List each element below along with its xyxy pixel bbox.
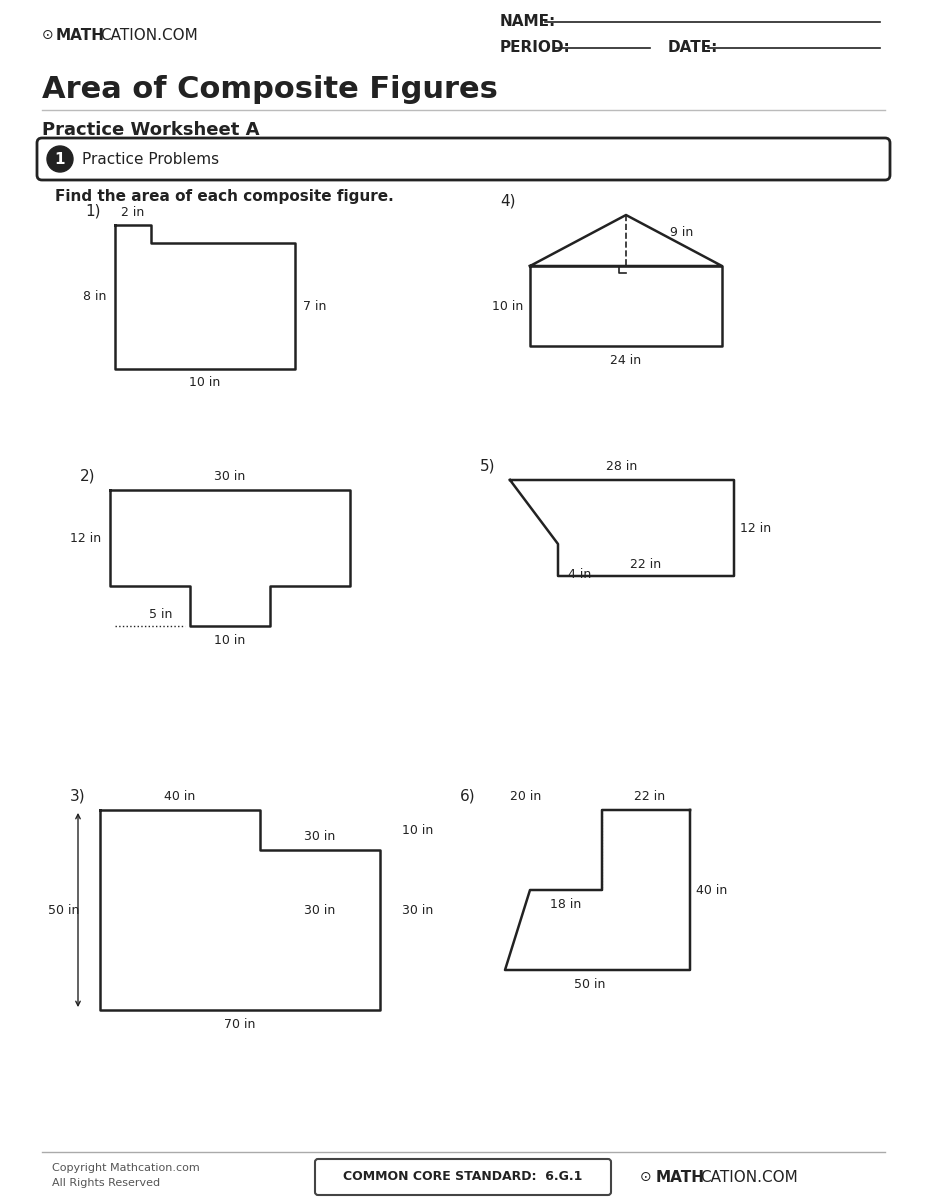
Text: 50 in: 50 in bbox=[575, 978, 605, 990]
Text: CATION.COM: CATION.COM bbox=[700, 1170, 798, 1184]
Text: DATE:: DATE: bbox=[668, 41, 718, 55]
Text: 20 in: 20 in bbox=[511, 791, 541, 804]
Text: 50 in: 50 in bbox=[48, 904, 80, 917]
Text: 30 in: 30 in bbox=[214, 470, 246, 484]
Text: COMMON CORE STANDARD:  6.G.1: COMMON CORE STANDARD: 6.G.1 bbox=[343, 1170, 583, 1183]
Text: 24 in: 24 in bbox=[611, 354, 641, 367]
Text: 40 in: 40 in bbox=[164, 791, 196, 804]
Text: 30 in: 30 in bbox=[304, 904, 336, 917]
Text: 28 in: 28 in bbox=[606, 461, 638, 474]
Text: 5 in: 5 in bbox=[148, 607, 172, 620]
Text: 12 in: 12 in bbox=[741, 522, 771, 534]
Text: 22 in: 22 in bbox=[634, 791, 666, 804]
Text: 6): 6) bbox=[460, 788, 476, 804]
Text: 70 in: 70 in bbox=[224, 1018, 256, 1031]
Text: 22 in: 22 in bbox=[630, 558, 662, 570]
Text: 2 in: 2 in bbox=[121, 206, 145, 220]
Text: 7 in: 7 in bbox=[303, 300, 326, 312]
Text: 1: 1 bbox=[55, 151, 65, 167]
FancyBboxPatch shape bbox=[37, 138, 890, 180]
Text: 3): 3) bbox=[70, 788, 86, 804]
Text: 2): 2) bbox=[81, 468, 95, 484]
Text: Area of Composite Figures: Area of Composite Figures bbox=[42, 76, 498, 104]
Text: PERIOD:: PERIOD: bbox=[500, 41, 571, 55]
Text: 10 in: 10 in bbox=[189, 377, 221, 390]
Text: 12 in: 12 in bbox=[70, 532, 102, 545]
Text: 4 in: 4 in bbox=[568, 568, 591, 581]
Text: 4): 4) bbox=[501, 193, 515, 209]
Text: Copyright Mathcation.com: Copyright Mathcation.com bbox=[52, 1163, 199, 1174]
Text: 9 in: 9 in bbox=[670, 226, 693, 239]
Text: 10 in: 10 in bbox=[214, 634, 246, 647]
Text: 30 in: 30 in bbox=[304, 830, 336, 844]
Text: CATION.COM: CATION.COM bbox=[100, 28, 197, 42]
Text: MATH: MATH bbox=[656, 1170, 705, 1184]
Text: 30 in: 30 in bbox=[402, 904, 433, 917]
Text: All Rights Reserved: All Rights Reserved bbox=[52, 1178, 160, 1188]
Text: 10 in: 10 in bbox=[402, 823, 433, 836]
Text: MATH: MATH bbox=[56, 28, 105, 42]
Text: 5): 5) bbox=[480, 458, 496, 474]
Text: Practice Worksheet A: Practice Worksheet A bbox=[42, 121, 260, 139]
Text: NAME:: NAME: bbox=[500, 14, 556, 30]
FancyBboxPatch shape bbox=[315, 1159, 611, 1195]
Text: 18 in: 18 in bbox=[551, 898, 581, 911]
Text: 1): 1) bbox=[85, 204, 101, 218]
Text: 8 in: 8 in bbox=[83, 290, 107, 304]
Circle shape bbox=[47, 146, 73, 172]
Text: Find the area of each composite figure.: Find the area of each composite figure. bbox=[55, 188, 394, 204]
Text: Practice Problems: Practice Problems bbox=[82, 151, 219, 167]
Text: 10 in: 10 in bbox=[492, 300, 524, 312]
Text: 40 in: 40 in bbox=[696, 883, 728, 896]
Text: ⊙: ⊙ bbox=[42, 28, 54, 42]
Text: ⊙: ⊙ bbox=[640, 1170, 652, 1184]
